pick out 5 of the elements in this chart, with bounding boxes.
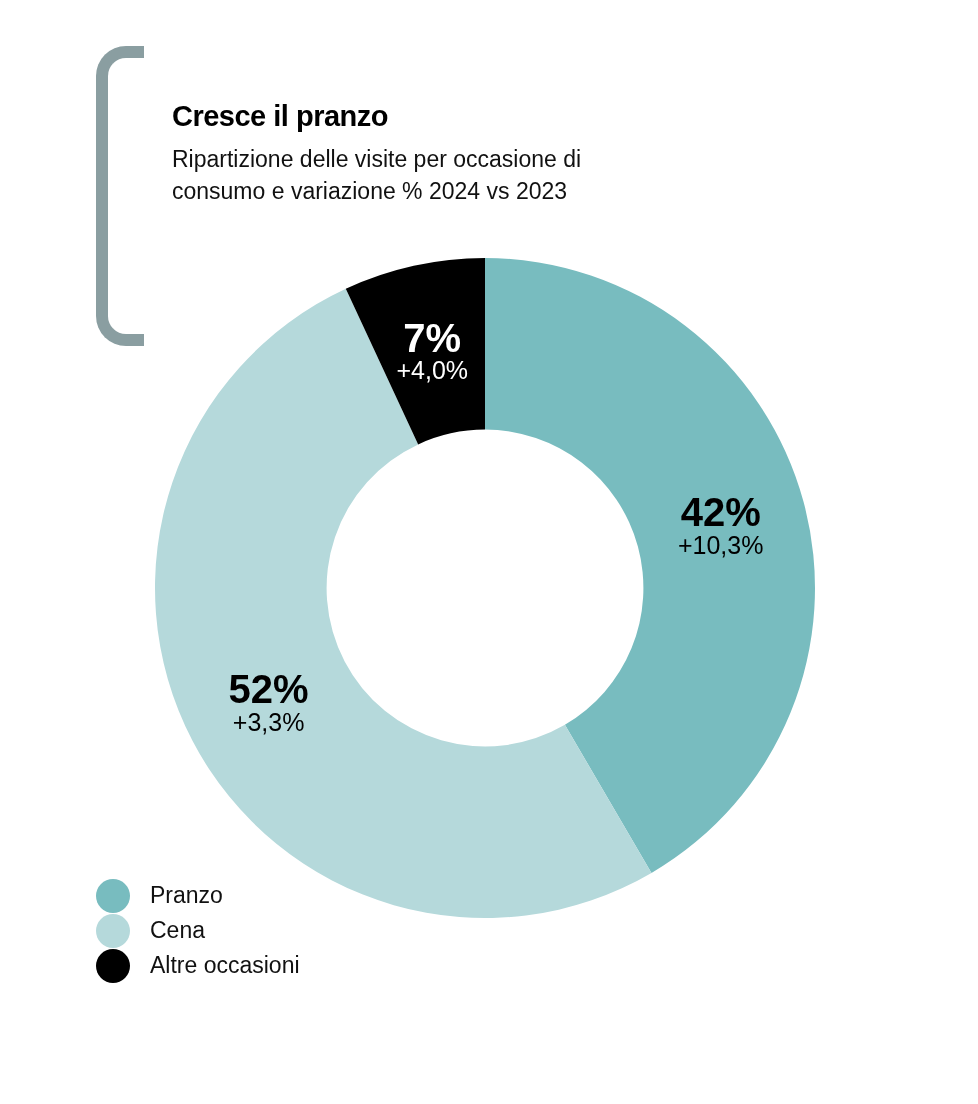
legend-label: Cena bbox=[150, 917, 205, 944]
chart-subtitle: Ripartizione delle visite per occasione di consumo e variazione % 2024 vs 2023 bbox=[172, 145, 583, 206]
chart-title: Cresce il pranzo bbox=[172, 100, 389, 133]
legend-label: Altre occasioni bbox=[150, 952, 300, 979]
legend-label: Pranzo bbox=[150, 882, 223, 909]
